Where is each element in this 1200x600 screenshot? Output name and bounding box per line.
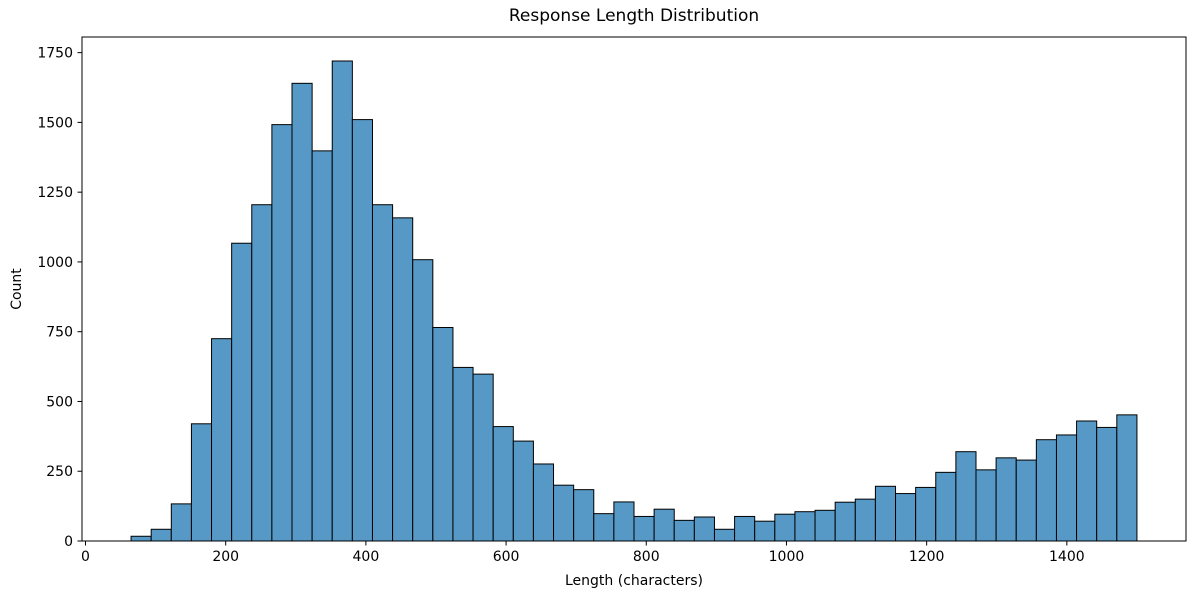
y-axis-label: Count <box>9 268 25 310</box>
histogram-bar <box>512 440 534 542</box>
y-tick-label: 1750 <box>37 46 73 62</box>
histogram-bar <box>392 217 414 542</box>
histogram-bar <box>814 509 836 542</box>
histogram-bar <box>452 366 474 542</box>
x-tick-label: 600 <box>493 549 520 565</box>
y-axis-ticks: 0 250 500 750 1000 1250 1500 1750 <box>37 46 82 550</box>
histogram-bar <box>734 515 756 542</box>
histogram-bar <box>211 338 233 542</box>
y-tick-label: 1000 <box>37 255 73 271</box>
histogram-bar <box>231 242 253 542</box>
histogram-bar <box>834 501 856 542</box>
histogram-bar <box>331 60 353 542</box>
histogram-bar <box>1096 426 1118 542</box>
histogram-bars <box>130 60 1138 542</box>
histogram-bar <box>150 528 172 542</box>
histogram-bar <box>553 484 575 542</box>
histogram-bar <box>613 501 635 542</box>
histogram-bar <box>794 511 816 542</box>
histogram-bar <box>754 520 776 542</box>
x-axis-label: Length (characters) <box>565 573 703 589</box>
y-tick-label: 0 <box>64 534 73 550</box>
histogram-bar <box>895 493 917 542</box>
histogram-bar <box>432 327 454 542</box>
y-tick-label: 750 <box>46 325 73 341</box>
histogram-bar <box>995 457 1017 542</box>
x-tick-label: 1000 <box>769 549 805 565</box>
histogram-bar <box>955 451 977 542</box>
x-tick-label: 400 <box>353 549 380 565</box>
x-tick-label: 1200 <box>909 549 945 565</box>
histogram-bar <box>693 516 715 542</box>
x-tick-label: 1400 <box>1049 549 1085 565</box>
histogram-bar <box>713 528 736 542</box>
histogram-bar <box>492 426 514 542</box>
x-tick-label: 200 <box>212 549 239 565</box>
histogram-bar <box>291 82 313 542</box>
histogram-bar <box>874 485 897 542</box>
histogram-bar <box>190 423 213 542</box>
histogram-bar <box>271 124 293 542</box>
x-tick-label: 0 <box>81 549 90 565</box>
axes-frame <box>81 36 1187 542</box>
histogram-bar <box>854 498 876 542</box>
histogram-bar <box>351 119 373 542</box>
y-tick-label: 1250 <box>37 185 73 201</box>
histogram-bar <box>573 489 595 542</box>
histogram-bar <box>935 471 957 542</box>
histogram-bar <box>130 535 152 542</box>
y-tick-label: 250 <box>46 464 73 480</box>
histogram-bar <box>673 519 695 542</box>
x-axis-ticks: 0 200 400 600 800 1000 1200 1400 <box>81 541 1085 565</box>
x-tick-label: 800 <box>633 549 660 565</box>
chart-title: Response Length Distribution <box>509 6 759 26</box>
histogram-bar <box>1035 439 1057 542</box>
histogram-bar <box>774 513 796 542</box>
histogram-bar <box>170 503 192 542</box>
histogram-bar <box>593 513 615 542</box>
histogram-bar <box>311 150 333 542</box>
histogram-bar <box>412 259 434 542</box>
histogram-bar <box>251 204 273 542</box>
histogram-bar <box>633 515 655 542</box>
histogram-bar <box>1076 420 1098 542</box>
histogram-bar <box>653 508 675 542</box>
histogram-bar <box>371 204 394 542</box>
y-tick-label: 1500 <box>37 115 73 131</box>
histogram-bar <box>1116 414 1138 542</box>
histogram-bar <box>1015 459 1037 542</box>
histogram-bar <box>975 469 997 542</box>
histogram-bar <box>915 486 937 542</box>
histogram-bar <box>532 463 555 542</box>
histogram-bar <box>1055 434 1078 542</box>
y-tick-label: 500 <box>46 394 73 410</box>
histogram-bar <box>472 373 494 542</box>
